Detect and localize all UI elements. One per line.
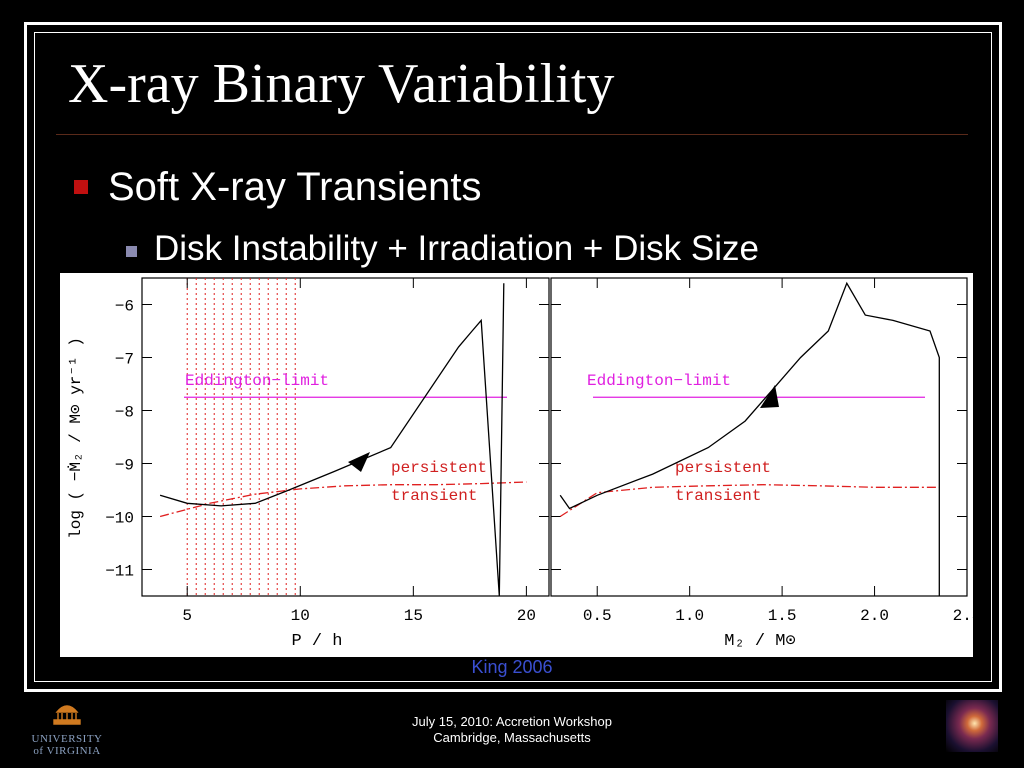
x-tick-label: 5 [182, 607, 192, 625]
left-persistent-label: persistent [391, 459, 487, 477]
figure-panel: 5 10 15 20 −6 −7 −8 −9 −10 −11 Eddington−limit pe… [60, 273, 973, 657]
left-transient-label: transient [391, 487, 477, 505]
logo-line-of-virginia: of VIRGINIA [22, 745, 112, 757]
left-eddington-label: Eddington−limit [185, 372, 329, 390]
left-plot-frame [141, 277, 550, 597]
slide-title: X-ray Binary Variability [68, 53, 615, 115]
right-plot: 0.5 1.0 1.5 2.0 2.5 Eddington−limit persiste… [550, 277, 973, 651]
university-logo: UNIVERSITY of VIRGINIA [22, 698, 112, 758]
right-eddington-label: Eddington−limit [587, 372, 731, 390]
y-tick-label: −7 [115, 351, 134, 369]
x-tick-label: 20 [517, 607, 536, 625]
left-plot: 5 10 15 20 −6 −7 −8 −9 −10 −11 Eddington−limit pe… [66, 277, 550, 651]
left-plot-hatched-region [186, 278, 296, 596]
right-track-arrow [760, 385, 779, 408]
right-transient-label: transient [675, 487, 761, 505]
right-track-curve [559, 281, 940, 596]
left-x-axis-label: P / h [291, 632, 342, 651]
title-divider [56, 134, 968, 135]
right-plot-frame [550, 277, 968, 597]
rotunda-icon [53, 705, 81, 725]
y-tick-label: −11 [105, 563, 134, 581]
right-plot-ticks: 0.5 1.0 1.5 2.0 2.5 [551, 278, 973, 625]
logo-line2: VIRGINIA [46, 745, 101, 757]
y-tick-label: −8 [115, 404, 134, 422]
x-tick-label: 1.0 [675, 607, 704, 625]
bullet-text-level1: Soft X-ray Transients [108, 165, 482, 209]
x-tick-label: 2.0 [860, 607, 889, 625]
x-tick-label: 2.5 [953, 607, 973, 625]
logo-line1: UNIVERSITY [31, 733, 103, 745]
y-tick-label: −9 [115, 457, 134, 475]
figure-svg: 5 10 15 20 −6 −7 −8 −9 −10 −11 Eddington−limit pe… [66, 277, 973, 651]
left-track-curve [159, 283, 505, 597]
bullet-text-level2: Disk Instability + Irradiation + Disk Si… [154, 229, 759, 268]
right-persistent-label: persistent [675, 459, 771, 477]
x-tick-label: 15 [404, 607, 423, 625]
slide-frame-inner [34, 32, 992, 682]
y-tick-label: −6 [115, 298, 134, 316]
x-tick-label: 1.5 [768, 607, 797, 625]
x-tick-label: 10 [291, 607, 310, 625]
left-plot-ticks: 5 10 15 20 −6 −7 −8 −9 −10 −11 [105, 278, 549, 625]
footer-line1: July 15, 2010: Accretion Workshop [412, 714, 612, 729]
logo-prefix: of [33, 745, 44, 757]
x-tick-label: 0.5 [583, 607, 612, 625]
figure-caption[interactable]: King 2006 [471, 657, 553, 677]
left-track-arrow [348, 452, 370, 472]
nebula-image [946, 700, 998, 752]
bullet-square-level1 [74, 180, 88, 194]
right-x-axis-label: M₂ / M⊙ [724, 632, 795, 651]
footer-line2: Cambridge, Massachusetts [433, 730, 591, 745]
y-tick-label: −10 [105, 510, 134, 528]
left-boundary-curve [159, 481, 527, 518]
footer: July 15, 2010: Accretion Workshop Cambri… [362, 714, 662, 746]
bullet-square-level2 [126, 246, 137, 257]
y-axis-label: log ( −Ṁ₂ / M⊙ yr⁻¹ ) [66, 337, 85, 539]
slide-frame-outer [24, 22, 1002, 692]
